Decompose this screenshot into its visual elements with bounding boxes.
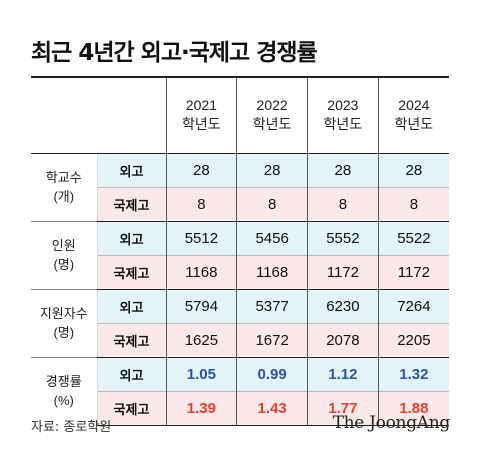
cell-value: 28	[377, 152, 449, 187]
row-type: 외고	[96, 288, 166, 323]
row-type: 외고	[96, 356, 166, 391]
row-type: 국제고	[96, 186, 166, 222]
header-corner	[31, 76, 97, 154]
group-label: 인원	[51, 238, 76, 253]
table-row: 국제고 1168 1168 1172 1172	[31, 254, 449, 290]
source-note: 자료: 종로학원	[31, 420, 112, 435]
rate-value: 1.12	[307, 356, 379, 391]
cell-value: 1172	[377, 254, 449, 290]
group-label: 경쟁률	[45, 374, 82, 390]
group-unit: (개)	[53, 189, 75, 204]
cell-value: 8	[165, 186, 237, 222]
competition-table: 2021 학년도 2022 학년도 2023 학년도 2024 학년도 학교수 (개) 외…	[31, 76, 449, 426]
cell-value: 8	[307, 186, 379, 222]
year-label: 2024	[398, 97, 430, 114]
cell-value: 5794	[165, 288, 237, 323]
group-label-applicants: 지원자수 (명)	[31, 288, 97, 357]
year-label: 2021	[185, 97, 217, 114]
row-type: 국제고	[96, 390, 166, 426]
rate-value: 1.32	[377, 356, 449, 391]
row-type: 외고	[96, 152, 166, 187]
year-label: 2023	[327, 97, 359, 114]
group-label-students: 인원 (명)	[31, 220, 97, 289]
page-title: 최근 4년간 외고·국제고 경쟁률	[31, 40, 318, 66]
year-unit: 학년도	[323, 116, 363, 133]
cell-value: 7264	[377, 288, 449, 323]
cell-value: 5522	[377, 220, 449, 255]
group-unit: (%)	[53, 393, 74, 409]
cell-value: 1172	[307, 254, 379, 290]
cell-value: 28	[307, 152, 379, 187]
year-header-2023: 2023 학년도	[307, 76, 379, 154]
cell-value: 5512	[165, 220, 237, 255]
group-unit: (명)	[53, 325, 75, 340]
year-label: 2022	[256, 97, 288, 114]
row-type: 국제고	[96, 254, 166, 290]
publisher-logo: The JoongAng	[332, 413, 451, 433]
rate-value: 1.77	[307, 390, 379, 426]
cell-value: 8	[236, 186, 308, 222]
rate-value: 1.43	[236, 390, 308, 426]
cell-value: 1625	[165, 322, 237, 358]
year-header-2021: 2021 학년도	[165, 76, 237, 154]
cell-value: 28	[165, 152, 237, 187]
group-label: 지원자수	[39, 306, 88, 321]
year-header-2024: 2024 학년도	[377, 76, 449, 154]
cell-value: 5552	[307, 220, 379, 255]
table-row: 국제고 1.39 1.43 1.77 1.88	[31, 390, 449, 426]
row-type: 국제고	[96, 322, 166, 358]
group-label-rate: 경쟁률 (%)	[31, 356, 97, 425]
table-row: 국제고 8 8 8 8	[31, 186, 449, 222]
table-row: 경쟁률 (%) 외고 1.05 0.99 1.12 1.32	[31, 356, 449, 425]
rate-value: 1.39	[165, 390, 237, 426]
table-row: 지원자수 (명) 외고 5794 5377 6230 7264	[31, 288, 449, 357]
cell-value: 1168	[165, 254, 237, 290]
cell-value: 2205	[377, 322, 449, 358]
cell-value: 1672	[236, 322, 308, 358]
cell-value: 6230	[307, 288, 379, 323]
cell-value: 1168	[236, 254, 308, 290]
header-row: 2021 학년도 2022 학년도 2023 학년도 2024 학년도	[31, 76, 449, 154]
year-unit: 학년도	[252, 116, 292, 133]
year-unit: 학년도	[394, 116, 434, 133]
table-row: 학교수 (개) 외고 28 28 28 28	[31, 152, 449, 221]
header-corner	[97, 76, 166, 154]
cell-value: 8	[377, 186, 449, 222]
table-row: 인원 (명) 외고 5512 5456 5552 5522	[31, 220, 449, 289]
cell-value: 2078	[307, 322, 379, 358]
row-type: 외고	[96, 220, 166, 255]
group-label: 학교수	[45, 170, 82, 185]
rate-value: 0.99	[236, 356, 308, 391]
year-unit: 학년도	[182, 116, 221, 133]
cell-value: 5456	[236, 220, 308, 255]
year-header-2022: 2022 학년도	[236, 76, 308, 154]
rate-value: 1.05	[165, 356, 237, 391]
group-unit: (명)	[53, 257, 75, 272]
cell-value: 5377	[236, 288, 308, 323]
rate-value: 1.88	[377, 390, 449, 426]
cell-value: 28	[236, 152, 308, 187]
group-label-schools: 학교수 (개)	[31, 152, 97, 221]
